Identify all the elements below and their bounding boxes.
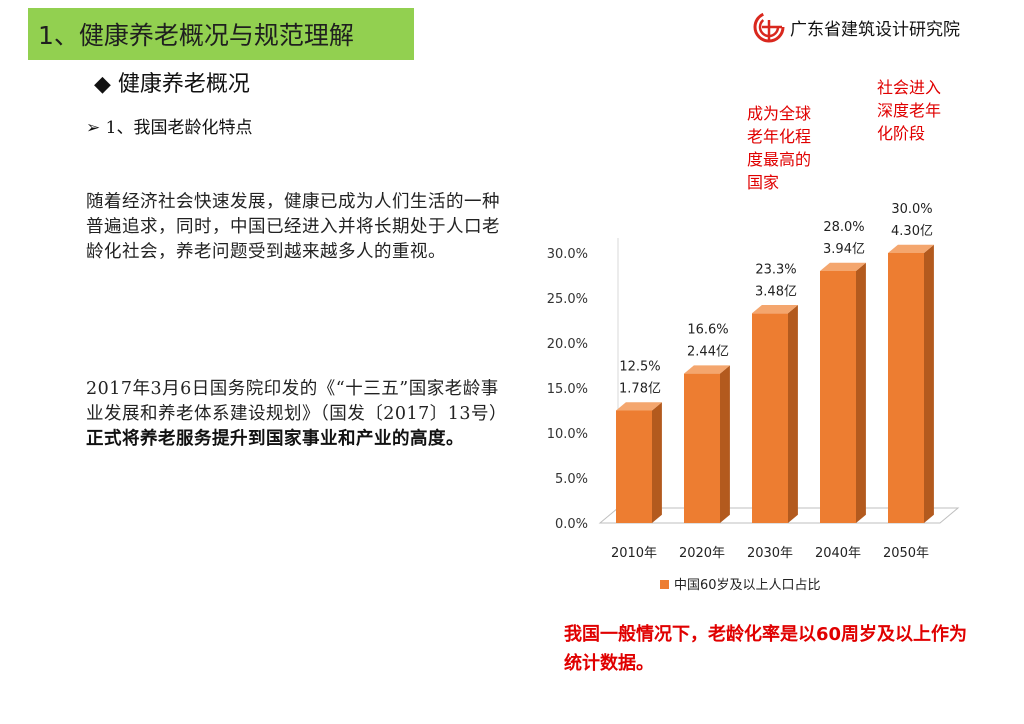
aging-rate-chart: 0.0% 5.0% 10.0% 15.0% 20.0% 25.0% 30.0% 12.5% 1.… [520, 180, 970, 604]
legend-label: 中国60岁及以上人口占比 [674, 578, 821, 593]
x-tick-label: 2030年 [747, 546, 793, 561]
bar-top [752, 305, 798, 314]
annotation-deep-aging: 社会进入深度老年化阶段 [877, 78, 942, 143]
bar [888, 253, 924, 523]
y-tick-label: 25.0% [547, 292, 588, 307]
diamond-bullet-icon: ◆ [94, 72, 111, 97]
bar-side [856, 262, 866, 523]
bar-top [616, 402, 662, 411]
bar-side [720, 365, 730, 523]
subsection-heading: ➢ 1、我国老龄化特点 [86, 113, 252, 138]
subsection-title: 1、我国老龄化特点 [105, 118, 253, 138]
y-tick-label: 0.0% [555, 517, 588, 532]
bar [684, 373, 720, 523]
institute-logo-icon [753, 11, 785, 43]
bar [820, 271, 856, 523]
bar-side [652, 402, 662, 523]
bar-side [924, 244, 934, 523]
policy-emphasis: 正式将养老服务提升到国家事业和产业的高度。 [86, 429, 464, 449]
data-label-percent: 30.0% [891, 202, 932, 217]
x-tick-label: 2010年 [611, 546, 657, 561]
data-label-percent: 28.0% [823, 220, 864, 235]
data-label-percent: 12.5% [619, 360, 660, 375]
bar-top [888, 244, 934, 253]
y-tick-label: 15.0% [547, 382, 588, 397]
slide-title-bar: 1、健康养老概况与规范理解 [28, 8, 414, 60]
legend-swatch [660, 580, 669, 589]
y-tick-label: 30.0% [547, 247, 588, 262]
bar-top [820, 262, 866, 271]
bar-top [684, 365, 730, 374]
policy-text: 2017年3月6日国务院印发的《“十三五”国家老龄事业发展和养老体系建设规划》（… [86, 379, 508, 424]
paragraph-intro: 随着经济社会快速发展，健康已成为人们生活的一种普遍追求，同时，中国已经进入并将长… [86, 192, 500, 262]
x-tick-label: 2050年 [883, 546, 929, 561]
bar-side [788, 305, 798, 523]
slide-title: 1、健康养老概况与规范理解 [38, 21, 354, 50]
statistics-note: 我国一般情况下，老龄化率是以60周岁及以上作为统计数据。 [564, 624, 968, 674]
bar [616, 410, 652, 523]
section-title: 健康养老概况 [117, 72, 250, 97]
data-label-population: 3.94亿 [823, 242, 865, 257]
org-name: 广东省建筑设计研究院 [790, 19, 960, 40]
data-label-population: 1.78亿 [619, 382, 661, 397]
data-label-percent: 16.6% [687, 323, 728, 338]
arrow-bullet-icon: ➢ [86, 118, 101, 138]
annotation-highest-aging: 成为全球老年化程度最高的国家 [747, 104, 812, 192]
data-label-population: 2.44亿 [687, 345, 729, 360]
section-heading: ◆ 健康养老概况 [94, 66, 250, 98]
y-tick-label: 20.0% [547, 337, 588, 352]
bar [752, 313, 788, 523]
x-tick-label: 2040年 [815, 546, 861, 561]
data-label-population: 3.48亿 [755, 284, 797, 299]
y-tick-label: 10.0% [547, 427, 588, 442]
paragraph-policy: 2017年3月6日国务院印发的《“十三五”国家老龄事业发展和养老体系建设规划》（… [86, 377, 508, 452]
x-tick-label: 2020年 [679, 546, 725, 561]
org-logo: 广东省建筑设计研究院 [752, 10, 960, 44]
data-label-percent: 23.3% [755, 262, 796, 277]
y-tick-label: 5.0% [555, 472, 588, 487]
data-label-population: 4.30亿 [891, 224, 933, 239]
chart-svg: 0.0% 5.0% 10.0% 15.0% 20.0% 25.0% 30.0% 12.5% 1.… [547, 202, 960, 593]
